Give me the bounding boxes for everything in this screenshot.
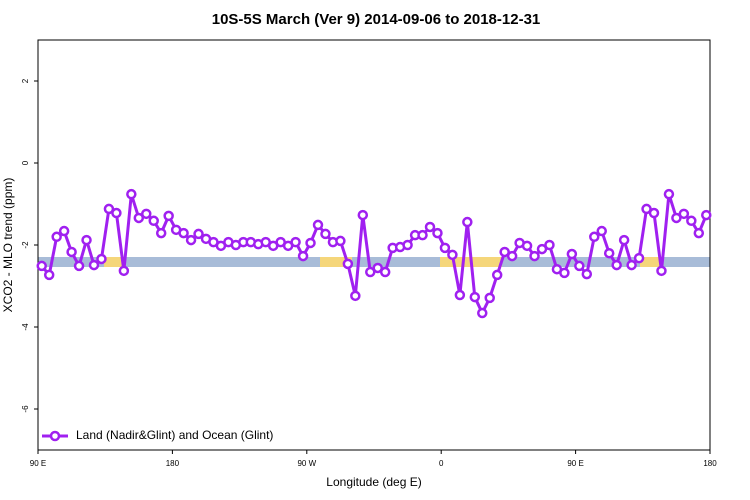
data-point (193, 228, 204, 240)
data-point (342, 258, 354, 270)
data-point (305, 237, 316, 249)
data-point (529, 250, 540, 262)
data-point (365, 266, 376, 278)
data-point (641, 203, 652, 215)
data-point (126, 188, 137, 200)
data-point (469, 291, 481, 303)
data-point (686, 215, 697, 227)
data-point (36, 260, 47, 272)
data-point (66, 246, 77, 258)
data-point (417, 229, 428, 241)
x-tick-label: 180 (703, 459, 717, 468)
data-point (447, 249, 458, 261)
y-tick-label: -2 (21, 241, 30, 249)
data-point (536, 243, 548, 255)
x-tick-label: 90 E (30, 459, 46, 468)
data-point (148, 215, 159, 227)
data-point (402, 239, 413, 251)
legend-marker (49, 430, 61, 442)
data-point (521, 240, 533, 252)
data-point (379, 266, 391, 278)
y-tick-label: 0 (21, 160, 30, 165)
data-point (648, 207, 660, 219)
data-point (372, 262, 383, 274)
data-point (58, 225, 70, 237)
data-point (499, 246, 510, 258)
data-point (163, 210, 174, 222)
data-point (663, 188, 675, 200)
x-tick-label: 0 (439, 459, 444, 468)
data-point (574, 260, 585, 272)
data-point (73, 260, 85, 272)
data-point (335, 235, 346, 247)
data-point (633, 252, 645, 264)
data-point (439, 242, 451, 254)
data-point (178, 227, 189, 239)
data-point (506, 250, 518, 262)
data-point (656, 265, 667, 277)
data-point (81, 234, 92, 246)
data-point (111, 207, 122, 219)
data-point (491, 269, 503, 281)
y-tick-label: -4 (21, 323, 30, 331)
data-point (96, 253, 107, 265)
data-point (118, 265, 130, 277)
data-point (432, 227, 443, 239)
data-point (589, 231, 600, 243)
chart-title: 10S-5S March (Ver 9) 2014-09-06 to 2018-… (212, 11, 541, 28)
data-point (43, 269, 55, 281)
data-point (155, 227, 167, 239)
data-point (611, 259, 622, 271)
data-point (678, 208, 690, 220)
data-point (544, 239, 555, 251)
land-strip (320, 257, 352, 267)
data-point (133, 212, 145, 224)
data-point (477, 307, 488, 319)
legend-label: Land (Nadir&Glint) and Ocean (Glint) (76, 428, 273, 442)
data-point (103, 203, 115, 215)
data-point (290, 236, 301, 248)
data-point (581, 268, 593, 280)
data-point (357, 209, 369, 221)
data-point (618, 234, 630, 246)
data-point (671, 212, 682, 224)
data-point (693, 227, 705, 239)
data-point (462, 216, 473, 228)
land-strip (640, 257, 662, 267)
y-tick-label: 2 (21, 78, 30, 83)
data-point (596, 225, 607, 237)
data-point (51, 231, 62, 243)
data-point (88, 259, 100, 271)
x-axis-label: Longitude (deg E) (326, 475, 421, 489)
data-point (559, 267, 570, 279)
data-point (626, 259, 637, 271)
land-strip (104, 257, 126, 267)
x-tick-label: 90 E (567, 459, 583, 468)
data-point (424, 221, 436, 233)
data-point (141, 208, 152, 220)
y-axis-label: XCO2 - MLO trend (ppm) (1, 178, 15, 313)
x-tick-label: 180 (166, 459, 180, 468)
data-point (603, 247, 615, 259)
plot-frame (37, 39, 711, 451)
y-tick-label: -6 (21, 405, 30, 413)
ocean-strip (38, 257, 710, 267)
x-tick-label: 90 W (297, 459, 316, 468)
data-point (454, 289, 466, 301)
data-point (312, 219, 324, 231)
data-point (701, 209, 712, 221)
data-point (320, 228, 331, 240)
data-point (185, 234, 197, 246)
data-point (566, 248, 578, 260)
data-point (350, 290, 361, 302)
data-point (484, 292, 495, 304)
data-point (297, 250, 309, 262)
